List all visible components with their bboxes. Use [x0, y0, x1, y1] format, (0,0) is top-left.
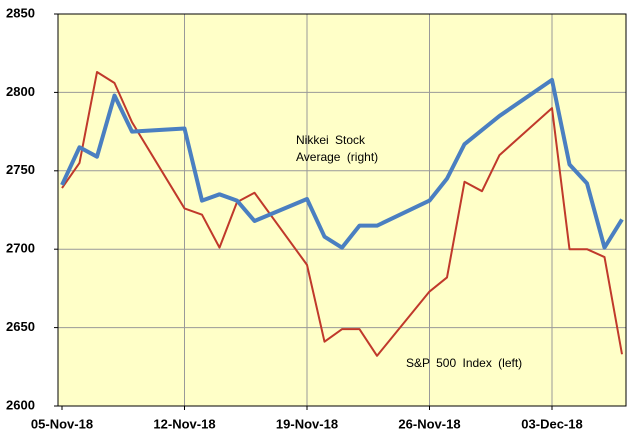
series-label-text: S&P 500 Index (left) [406, 356, 523, 370]
series-label: Nikkei Stock Average (right) [296, 133, 379, 164]
y-tick-label: 2750 [6, 162, 35, 177]
plot-frame [57, 13, 627, 407]
x-tick-label: 05-Nov-18 [31, 416, 93, 431]
y-tick-label: 2650 [6, 319, 35, 334]
x-tick-label: 26-Nov-18 [398, 416, 460, 431]
y-tick-label: 2600 [6, 397, 35, 412]
plot-background [58, 14, 626, 406]
y-tick-label: 2700 [6, 241, 35, 256]
series-line [61, 71, 623, 357]
y-tick-label: 2800 [6, 84, 35, 99]
series-label: S&P 500 Index (left) [406, 356, 523, 370]
series-label-text: Nikkei Stock Average (right) [296, 133, 379, 164]
y-tick-label: 2850 [6, 5, 35, 20]
x-tick-label: 03-Dec-18 [521, 416, 582, 431]
x-tick-label: 19-Nov-18 [276, 416, 338, 431]
series-line [60, 77, 624, 250]
x-tick-label: 12-Nov-18 [153, 416, 215, 431]
